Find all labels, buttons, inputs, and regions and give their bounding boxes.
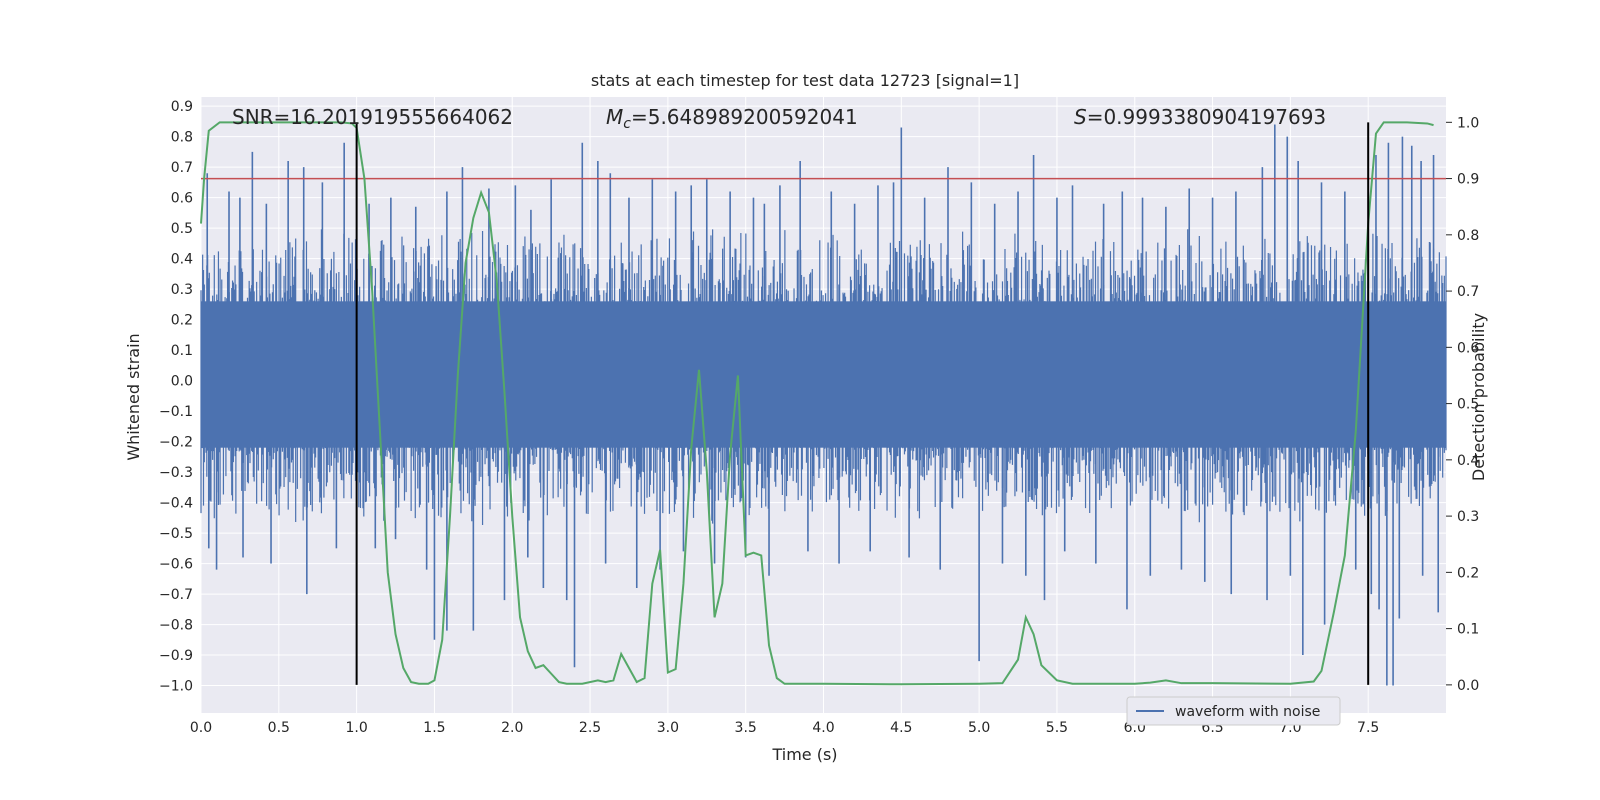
y-axis-right: 1.0 0.9 0.8 0.7 0.6 0.5 0.4 0.3 0.2 0.1 0.0 bbox=[1446, 115, 1479, 694]
y-tick-label: −0.1 bbox=[159, 404, 193, 420]
legend-label: waveform with noise bbox=[1175, 704, 1320, 720]
y-tick-label: 0.5 bbox=[171, 221, 193, 237]
y-tick-label: 0.9 bbox=[171, 99, 193, 115]
x-tick-label: 5.5 bbox=[1046, 720, 1068, 736]
x-tick-label: 3.0 bbox=[657, 720, 679, 736]
y-axis-label: Whitened strain bbox=[124, 333, 143, 460]
y-tick-label: 0.6 bbox=[171, 191, 193, 207]
y-tick-label: 0.1 bbox=[171, 343, 193, 359]
x-tick-label: 0.0 bbox=[190, 720, 212, 736]
y-tick-label: 0.8 bbox=[171, 130, 193, 146]
snr-annotation: SNR=16.201919555664062 bbox=[232, 105, 513, 129]
y2-tick-label: 0.0 bbox=[1457, 678, 1479, 694]
x-tick-label: 7.5 bbox=[1357, 720, 1379, 736]
x-tick-label: 1.0 bbox=[345, 720, 367, 736]
y-tick-label: −0.6 bbox=[159, 557, 193, 573]
event-markers bbox=[355, 122, 1370, 685]
legend: waveform with noise bbox=[1126, 696, 1341, 726]
y-tick-label: −0.5 bbox=[159, 526, 193, 542]
mc-annotation: Mc=5.648989200592041 bbox=[606, 105, 858, 132]
legend-box bbox=[1126, 696, 1341, 726]
x-tick-label: 4.0 bbox=[812, 720, 834, 736]
x-tick-label: 4.5 bbox=[890, 720, 912, 736]
x-tick-label: 2.5 bbox=[579, 720, 601, 736]
y2-tick-label: 0.6 bbox=[1457, 340, 1479, 356]
mc-subscript: c bbox=[623, 116, 631, 132]
y2-tick-label: 0.1 bbox=[1457, 622, 1479, 638]
y2-tick-label: 0.9 bbox=[1457, 172, 1479, 188]
x-tick-label: 2.0 bbox=[501, 720, 523, 736]
y-tick-label: 0.2 bbox=[171, 313, 193, 329]
y-tick-label: −0.9 bbox=[159, 648, 193, 664]
y-tick-label: −0.4 bbox=[159, 496, 193, 512]
y2-tick-label: 0.7 bbox=[1457, 284, 1479, 300]
x-tick-label: 0.5 bbox=[268, 720, 290, 736]
y2-tick-label: 1.0 bbox=[1457, 115, 1479, 131]
mc-value: =5.648989200592041 bbox=[631, 105, 858, 129]
y-tick-label: 0.3 bbox=[171, 282, 193, 298]
s-annotation: S=0.9993380904197693 bbox=[1074, 105, 1326, 129]
mc-symbol: M bbox=[606, 105, 623, 129]
y2-tick-label: 0.5 bbox=[1457, 397, 1479, 413]
y2-tick-label: 0.2 bbox=[1457, 565, 1479, 581]
y-tick-label: 0.0 bbox=[171, 374, 193, 390]
x-tick-label: 3.5 bbox=[735, 720, 757, 736]
y-tick-label: 0.7 bbox=[171, 160, 193, 176]
waveform-series bbox=[200, 124, 1447, 686]
x-axis-label: Time (s) bbox=[771, 745, 837, 764]
x-tick-label: 5.0 bbox=[968, 720, 990, 736]
y-tick-label: −1.0 bbox=[159, 679, 193, 695]
y2-tick-label: 0.4 bbox=[1457, 453, 1479, 469]
y-axis-left: 0.9 0.8 0.7 0.6 0.5 0.4 0.3 0.2 0.1 0.0 −0.1 −0.2 −0… bbox=[159, 99, 193, 694]
y-tick-label: 0.4 bbox=[171, 252, 193, 268]
y2-tick-label: 0.3 bbox=[1457, 509, 1479, 525]
s-symbol: S bbox=[1074, 105, 1087, 129]
waveform-core bbox=[201, 301, 1446, 448]
chart-title: stats at each timestep for test data 127… bbox=[591, 71, 1019, 90]
y2-axis-label: Detection probability bbox=[1469, 313, 1488, 481]
x-tick-label: 1.5 bbox=[423, 720, 445, 736]
probability-line bbox=[200, 121, 1434, 686]
y-tick-label: −0.2 bbox=[159, 435, 193, 451]
y-tick-label: −0.3 bbox=[159, 465, 193, 481]
y-tick-label: −0.8 bbox=[159, 618, 193, 634]
y2-tick-label: 0.8 bbox=[1457, 228, 1479, 244]
y-tick-label: −0.7 bbox=[159, 587, 193, 603]
probability-series bbox=[200, 121, 1434, 686]
s-value: =0.9993380904197693 bbox=[1087, 105, 1326, 129]
